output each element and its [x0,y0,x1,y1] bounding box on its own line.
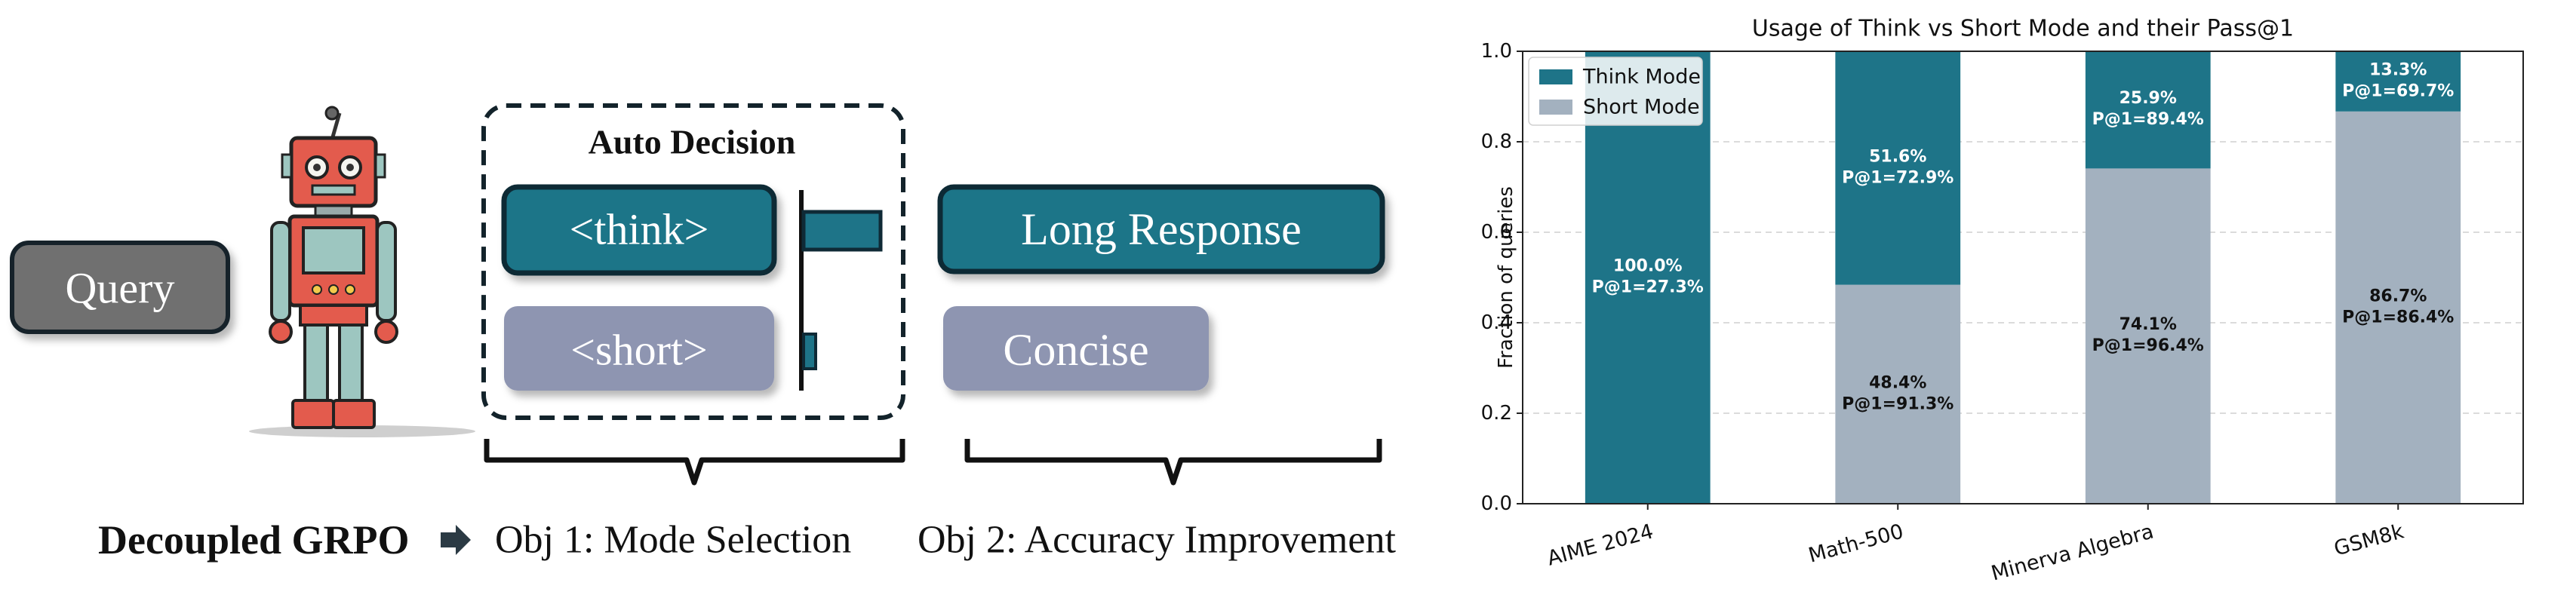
legend: Think Mode Short Mode [1528,57,1703,126]
legend-label: Think Mode [1582,66,1701,89]
x-tick-label: GSM8k [2332,520,2406,560]
bar-pass-label: P@1=89.4% [2092,110,2204,129]
query-label: Query [66,264,175,313]
legend-swatch [1539,69,1572,84]
bar-percent-label: 86.7% [2369,287,2427,305]
x-tick-label: AIME 2024 [1545,520,1655,570]
bar-percent-label: 48.4% [1869,373,1926,392]
bar-percent-label: 74.1% [2120,315,2177,334]
y-tick-label: 0.6 [1481,221,1512,244]
legend-label: Short Mode [1583,96,1700,119]
concise-label: Concise [1003,325,1148,375]
legend-swatch [1539,100,1572,115]
think-box [501,184,777,276]
short-box [504,306,774,391]
think-tag: <think> [570,205,709,254]
concise-box [943,306,1209,391]
bar-percent-label: 51.6% [1869,147,1926,166]
x-tick-label: Minerva Algebra [1989,520,2156,585]
x-axis-ticks: AIME 2024 Math-500 Minerva Algebra GSM8k [1545,504,2406,586]
short-tag: <short> [570,326,707,375]
bar-percent-label: 100.0% [1613,257,1683,276]
bar-think-mode [2085,51,2211,169]
y-tick-label: 0.4 [1481,311,1512,334]
bar-percent-label: 25.9% [2120,89,2177,108]
chart-title: Usage of Think vs Short Mode and their P… [1752,16,2294,42]
objective-1-brace [484,439,905,486]
y-tick-label: 0.2 [1481,402,1512,425]
objective-2-label: Obj 2: Accuracy Improvement [918,519,1396,562]
long-response-box [937,184,1385,274]
bar-short-mode [1835,284,1961,504]
bar-pass-label: P@1=69.7% [2342,81,2454,100]
arrow-right-icon [441,525,471,555]
pipeline-diagram: Query Auto Decision <think> [10,103,1396,563]
objective-2-brace [964,439,1382,486]
robot-icon [249,106,475,437]
bar-pass-label: P@1=72.9% [1842,168,1954,187]
bar-pass-label: P@1=91.3% [1842,394,1954,413]
y-tick-label: 0.0 [1481,492,1512,515]
long-response-label: Long Response [1021,204,1302,254]
bar-think-mode [1585,51,1711,504]
auto-decision-title: Auto Decision [589,123,796,161]
x-tick-label: Math-500 [1806,520,1906,567]
short-probability-bar [802,333,817,370]
bar-think-mode [2335,51,2461,112]
objective-1-label: Obj 1: Mode Selection [495,519,851,562]
plot-frame [1522,51,2524,504]
bar-pass-label: P@1=86.4% [2342,308,2454,327]
y-axis-label: Fraction of queries [1495,186,1517,369]
method-name: Decoupled GRPO [98,517,410,563]
auto-decision-frame [481,103,905,420]
bar-short-mode [2335,111,2461,504]
bar-percent-label: 13.3% [2369,60,2427,79]
y-tick-label: 1.0 [1481,40,1512,63]
y-tick-label: 0.8 [1481,130,1512,153]
think-probability-bar [801,210,883,252]
mode-usage-chart: Usage of Think vs Short Mode and their P… [1481,16,2524,586]
bar-think-mode [1835,51,1961,285]
bar-short-mode [2085,168,2211,504]
query-box [10,241,230,334]
y-axis-ticks: 0.0 0.2 0.4 0.6 0.8 1.0 [1481,40,1523,515]
bar-pass-label: P@1=96.4% [2092,336,2204,355]
bars [1585,51,2461,504]
bar-labels: 100.0% P@1=27.3% 48.4% P@1=91.3% 51.6% P@1=72… [1592,60,2455,413]
bar-pass-label: P@1=27.3% [1592,278,1704,297]
